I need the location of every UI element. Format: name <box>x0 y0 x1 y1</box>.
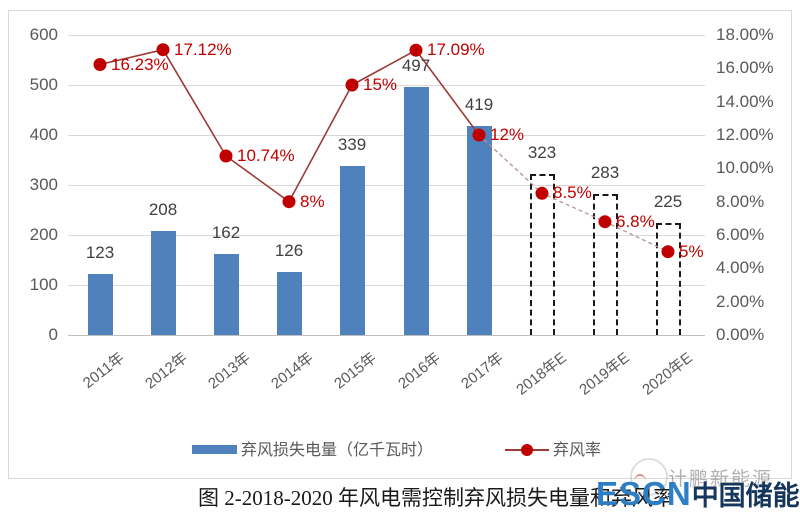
bar-value-label: 323 <box>527 142 557 162</box>
watermark-text: 计鹏新能源 <box>668 469 774 490</box>
rate-point-label: 17.12% <box>174 39 232 59</box>
watermark-stamp-icon <box>630 458 668 496</box>
bar-value-label: 123 <box>85 242 115 262</box>
gridline <box>68 35 705 36</box>
right-axis-tick: 18.00% <box>716 25 774 44</box>
rate-point-label: 17.09% <box>427 40 485 60</box>
bar <box>276 272 302 335</box>
bar-value-label: 126 <box>274 241 304 260</box>
escn-logo: ESCN中国储能网 <box>596 474 800 513</box>
bar-value-label: 225 <box>653 191 683 211</box>
figure-caption: 图 2-2018-2020 年风电需控制弃风损失电量和弃风率 <box>198 486 674 510</box>
bar-value-label: 283 <box>590 162 620 182</box>
bar-forecast <box>592 193 618 335</box>
rate-point-label: 16.23% <box>111 54 169 74</box>
escn-logo-latin: ESCN <box>596 475 692 512</box>
left-axis-tick: 400 <box>29 125 58 144</box>
right-axis-tick: 12.00% <box>716 125 774 144</box>
watermark-stamp-red-icon <box>634 474 646 482</box>
left-axis-tick: 100 <box>29 275 58 294</box>
right-axis-tick: 6.00% <box>716 225 765 244</box>
bar <box>150 231 176 335</box>
bar-value-label: 162 <box>211 223 241 242</box>
bar-forecast <box>529 173 555 335</box>
rate-point-label: 5% <box>679 241 704 261</box>
rate-point-label: 12% <box>490 125 525 144</box>
x-axis-line <box>68 335 705 336</box>
left-axis-tick: 200 <box>29 225 58 244</box>
left-axis-tick: 0 <box>48 325 58 344</box>
right-axis-tick: 2.00% <box>716 291 765 311</box>
bar-value-label: 419 <box>464 94 494 114</box>
bar-value-label: 208 <box>148 200 178 219</box>
legend-line-dot-icon <box>521 444 533 456</box>
legend-bar-label: 弃风损失电量（亿千瓦时） <box>241 442 434 459</box>
rate-point-label: 6.8% <box>616 211 655 231</box>
right-axis-tick: 14.00% <box>716 91 774 111</box>
bar <box>87 273 113 335</box>
bar <box>403 86 429 335</box>
legend-line-label: 弃风率 <box>553 442 602 459</box>
bar-value-label: 339 <box>337 134 367 154</box>
rate-point-label: 8.5% <box>553 183 592 203</box>
left-axis-tick: 500 <box>29 75 58 94</box>
bar <box>466 125 492 335</box>
left-axis-tick: 600 <box>29 25 58 44</box>
bar-value-label: 497 <box>401 55 431 75</box>
right-axis-tick: 8.00% <box>716 191 765 211</box>
rate-point-label: 15% <box>363 75 398 94</box>
right-axis-tick: 0.00% <box>716 325 765 344</box>
right-axis-tick: 10.00% <box>716 158 774 178</box>
gridline <box>68 285 705 286</box>
rate-point-label: 8% <box>300 191 325 211</box>
gridline <box>68 235 705 236</box>
right-axis-tick: 4.00% <box>716 258 765 278</box>
escn-logo-chinese: 中国储能网 <box>691 481 800 511</box>
bar-forecast <box>655 222 681 335</box>
gridline <box>68 135 705 136</box>
legend: 弃风损失电量（亿千瓦时） 弃风率 <box>0 440 800 462</box>
right-axis-tick: 16.00% <box>716 58 774 78</box>
rate-point-label: 10.74% <box>237 146 295 165</box>
bar <box>339 165 365 335</box>
legend-bar-swatch <box>192 445 237 454</box>
gridline <box>68 185 705 186</box>
bar <box>213 254 239 335</box>
left-axis-tick: 300 <box>29 175 58 194</box>
